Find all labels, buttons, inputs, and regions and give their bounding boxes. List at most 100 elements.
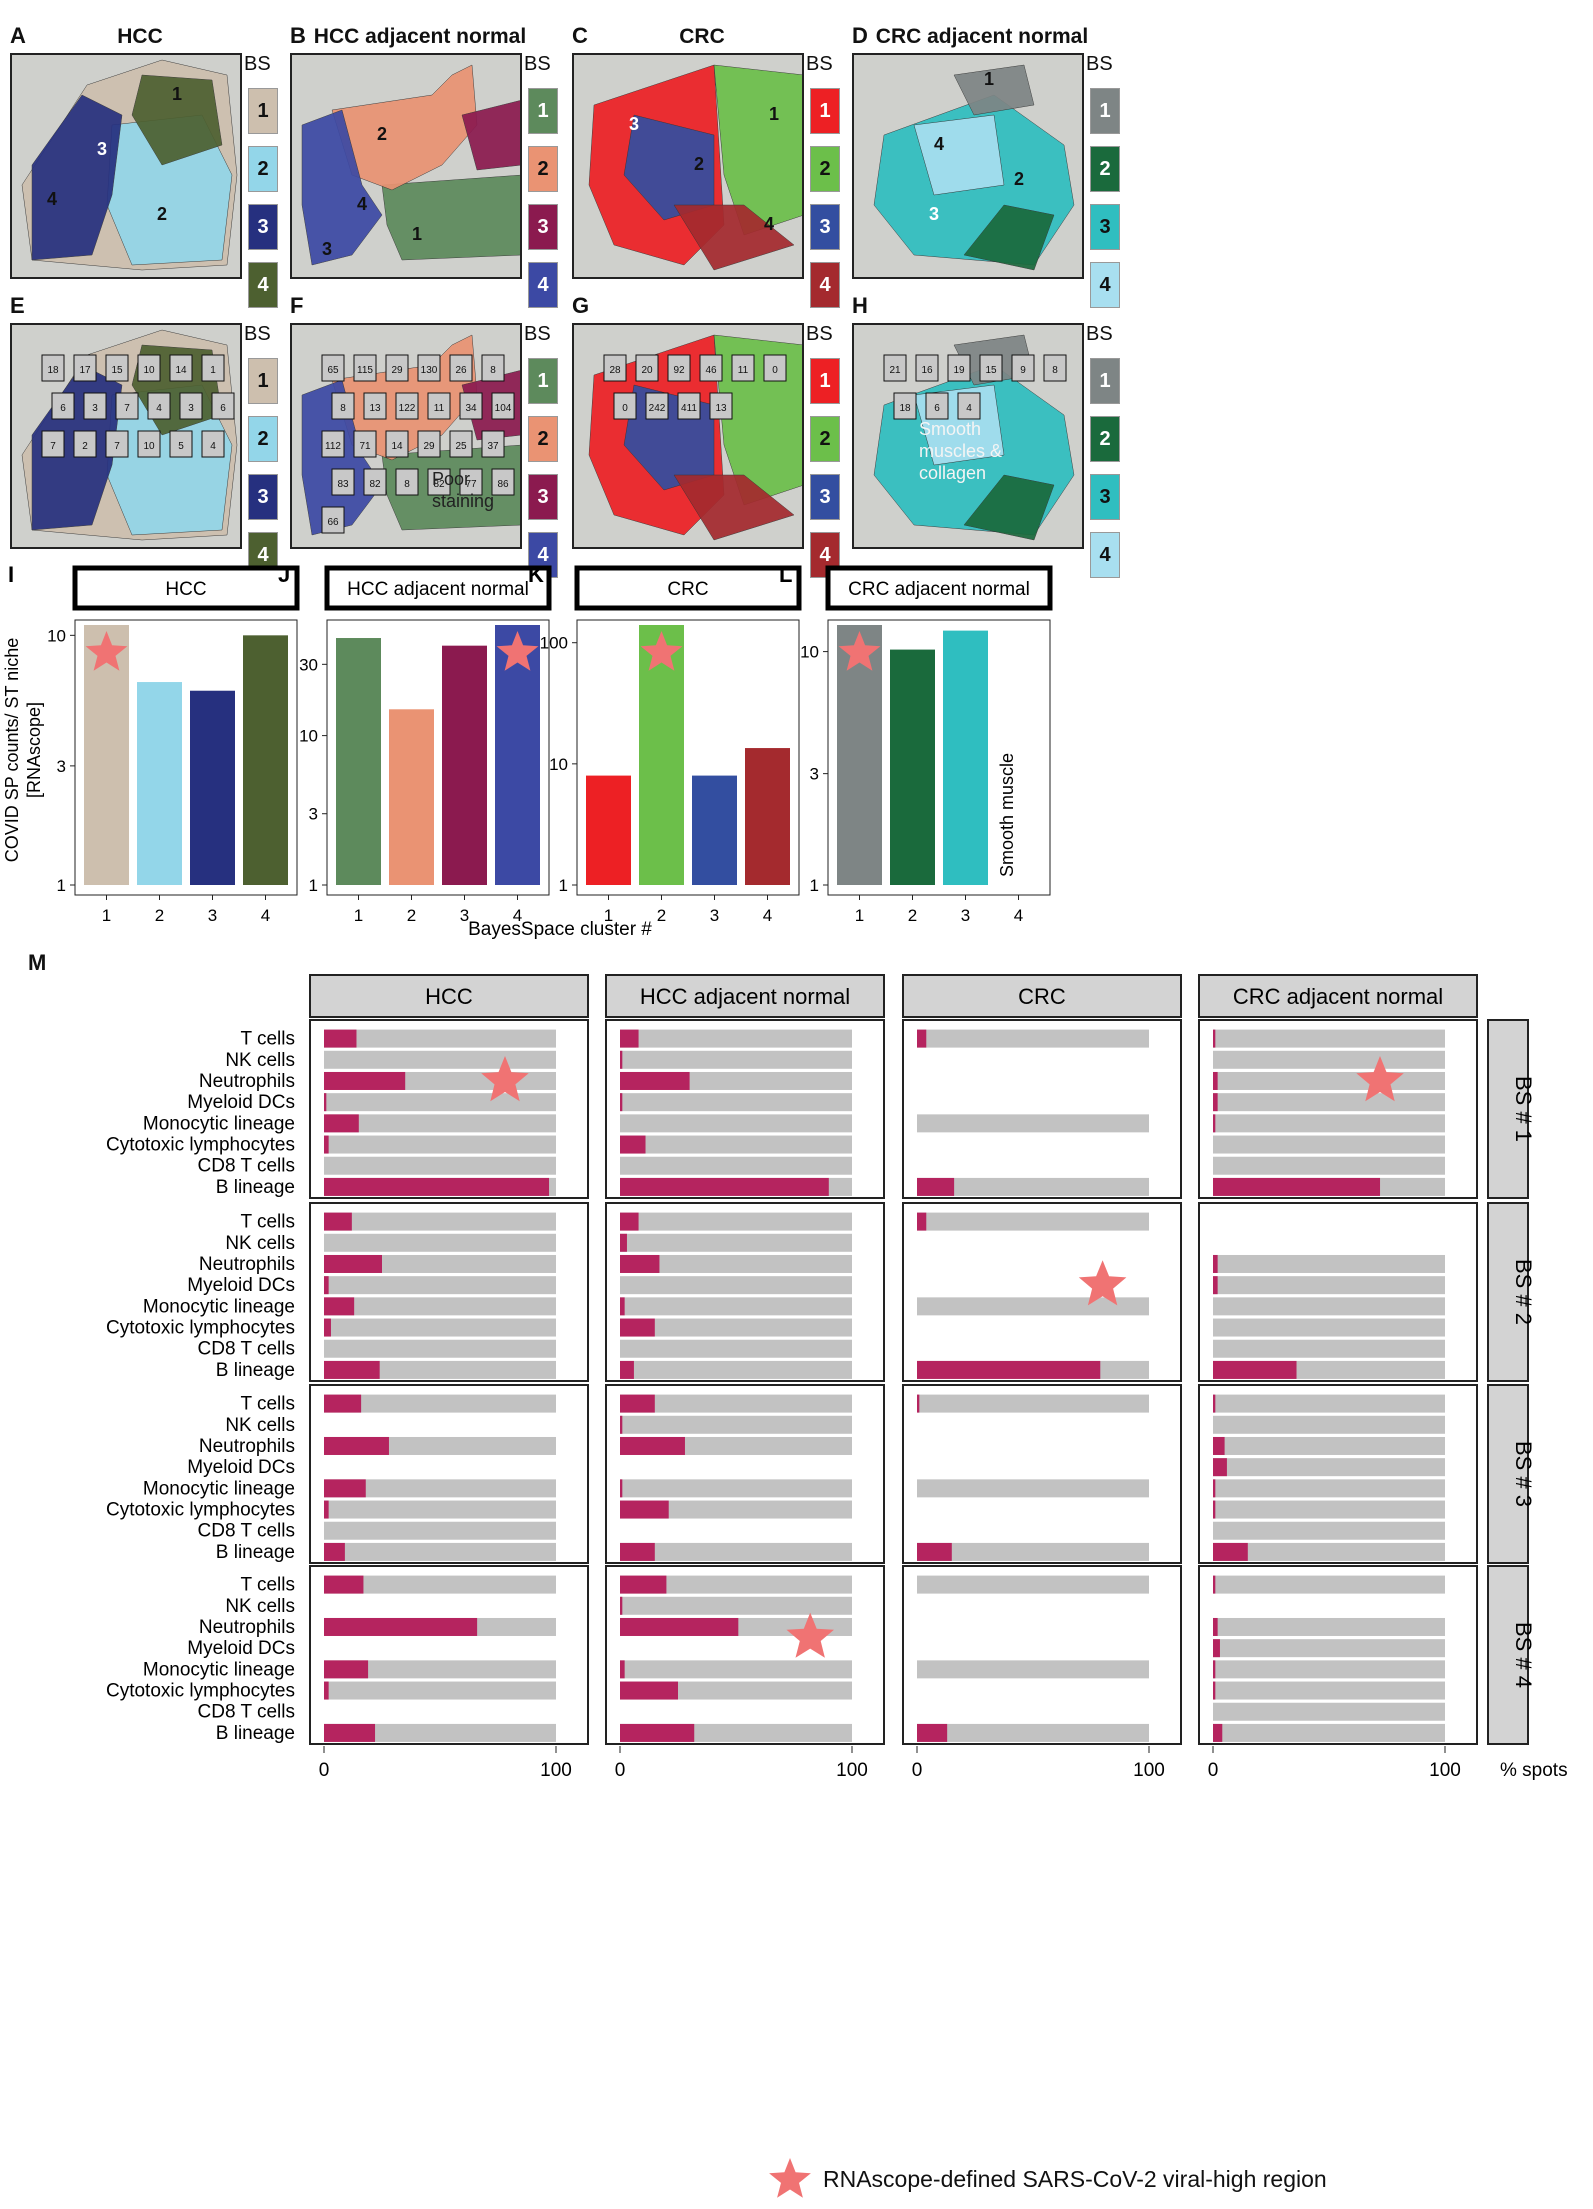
percent-track (324, 1575, 556, 1594)
percent-track (1213, 1093, 1445, 1112)
region-label: 3 (929, 204, 939, 224)
spot-id: 71 (359, 441, 371, 452)
cell-type-label: Monocytic lineage (143, 1659, 295, 1680)
bs-legend-key: 1 (810, 358, 840, 404)
cell-type-label: Monocytic lineage (143, 1113, 295, 1134)
percent-bar (1213, 1681, 1216, 1700)
region-label: 2 (157, 204, 167, 224)
percent-bar (324, 1135, 329, 1154)
percent-track (324, 1318, 556, 1337)
facet-row-title: BS # 3 (1511, 1441, 1536, 1507)
panel-label-i: I (8, 562, 14, 587)
bs-legend-key: 4 (248, 262, 278, 308)
spot-id: 3 (188, 403, 194, 414)
percent-bar (620, 1436, 685, 1455)
cell-type-label: T cells (240, 1394, 295, 1415)
percent-bar (1213, 1723, 1223, 1742)
region-label: 2 (694, 154, 704, 174)
star-icon (481, 1056, 529, 1102)
bs-legend: BS 1 2 3 4 (806, 53, 840, 308)
percent-bar (917, 1212, 927, 1231)
y-tick-label: 1 (57, 876, 66, 895)
percent-bar (620, 1723, 695, 1742)
x-tick-label: 1 (855, 906, 864, 925)
bar (943, 630, 988, 885)
region-label: 1 (412, 224, 422, 244)
bs-legend-key: 1 (248, 358, 278, 404)
cell-type-label: Neutrophils (199, 1617, 295, 1638)
panel-label-e: E (10, 293, 25, 318)
spot-id: 10 (143, 365, 155, 376)
spot-id: 29 (423, 441, 435, 452)
percent-bar (324, 1436, 389, 1455)
region-label: 1 (172, 84, 182, 104)
percent-track (1213, 1276, 1445, 1295)
x-tick-label: 4 (513, 906, 522, 925)
percent-track (620, 1276, 852, 1295)
tissue-image: 1 2 3 4 (852, 53, 1084, 279)
spot-id: 14 (175, 365, 187, 376)
percent-track (917, 1029, 1149, 1048)
percent-bar (324, 1394, 362, 1413)
cell-type-label: Cytotoxic lymphocytes (106, 1681, 295, 1702)
spot-id: 6 (220, 403, 226, 414)
cell-type-label: Monocytic lineage (143, 1296, 295, 1317)
spot-id: 3 (92, 403, 98, 414)
spot-id: 19 (953, 365, 965, 376)
bs-legend-key: 2 (528, 416, 558, 462)
percent-track (324, 1339, 556, 1358)
x-tick-label: 0 (912, 1760, 923, 1781)
region-label: 4 (357, 194, 367, 214)
percent-track (917, 1212, 1149, 1231)
percent-bar (620, 1479, 623, 1498)
facet-column-title: CRC (1018, 984, 1066, 1009)
spot-id: 242 (649, 403, 666, 414)
bar (389, 709, 434, 885)
percent-track (1213, 1639, 1445, 1658)
spot-id: 5 (178, 441, 184, 452)
spot-id: 83 (337, 479, 349, 490)
y-tick-label: 1 (810, 876, 819, 895)
cell-type-label: Neutrophils (199, 1254, 295, 1275)
bs-legend-header: BS (244, 53, 271, 75)
percent-track (1213, 1575, 1445, 1594)
percent-track (324, 1156, 556, 1175)
percent-track (620, 1212, 852, 1231)
region-label: 3 (97, 139, 107, 159)
percent-bar (917, 1394, 920, 1413)
spot-id: 2 (82, 441, 88, 452)
percent-track (1213, 1254, 1445, 1273)
percent-track (917, 1114, 1149, 1133)
percent-bar (917, 1723, 948, 1742)
bar (84, 625, 129, 885)
region-label: 4 (764, 214, 774, 234)
tissue-annotation: muscles & (919, 441, 1002, 461)
bar (442, 645, 487, 885)
percent-bar (917, 1360, 1101, 1379)
celltype-facet-grid: HCC HCC adjacent normal CRC CRC adjacent no… (106, 974, 1568, 1781)
spot-id: 15 (985, 365, 997, 376)
percent-bar (324, 1276, 329, 1295)
bs-legend-key: 4 (810, 262, 840, 308)
percent-track (324, 1500, 556, 1519)
bar-y-label-2: [RNAscope] (24, 702, 44, 798)
spot-id: 37 (487, 441, 499, 452)
percent-bar (1213, 1575, 1216, 1594)
spot-id: 1 (210, 365, 216, 376)
tissue-annotation: staining (432, 491, 494, 511)
tissue-image: 1 2 3 4 (290, 53, 522, 279)
tissue-image: 21 16 19 15 9 8 18 6 4 Smooth muscles & collagen (852, 323, 1084, 549)
panel-label-m: M (28, 950, 47, 975)
cell-type-label: Monocytic lineage (143, 1478, 295, 1499)
bs-legend-key: 3 (248, 204, 278, 250)
spot-id: 4 (210, 441, 216, 452)
percent-track (1213, 1156, 1445, 1175)
percent-bar (324, 1479, 366, 1498)
panel-label-j: J (278, 562, 290, 587)
percent-track (1213, 1436, 1445, 1455)
spot-id: 17 (79, 365, 91, 376)
percent-bar (1213, 1114, 1216, 1133)
cell-type-label: NK cells (225, 1233, 295, 1254)
star-icon (85, 631, 128, 671)
percent-track (917, 1394, 1149, 1413)
